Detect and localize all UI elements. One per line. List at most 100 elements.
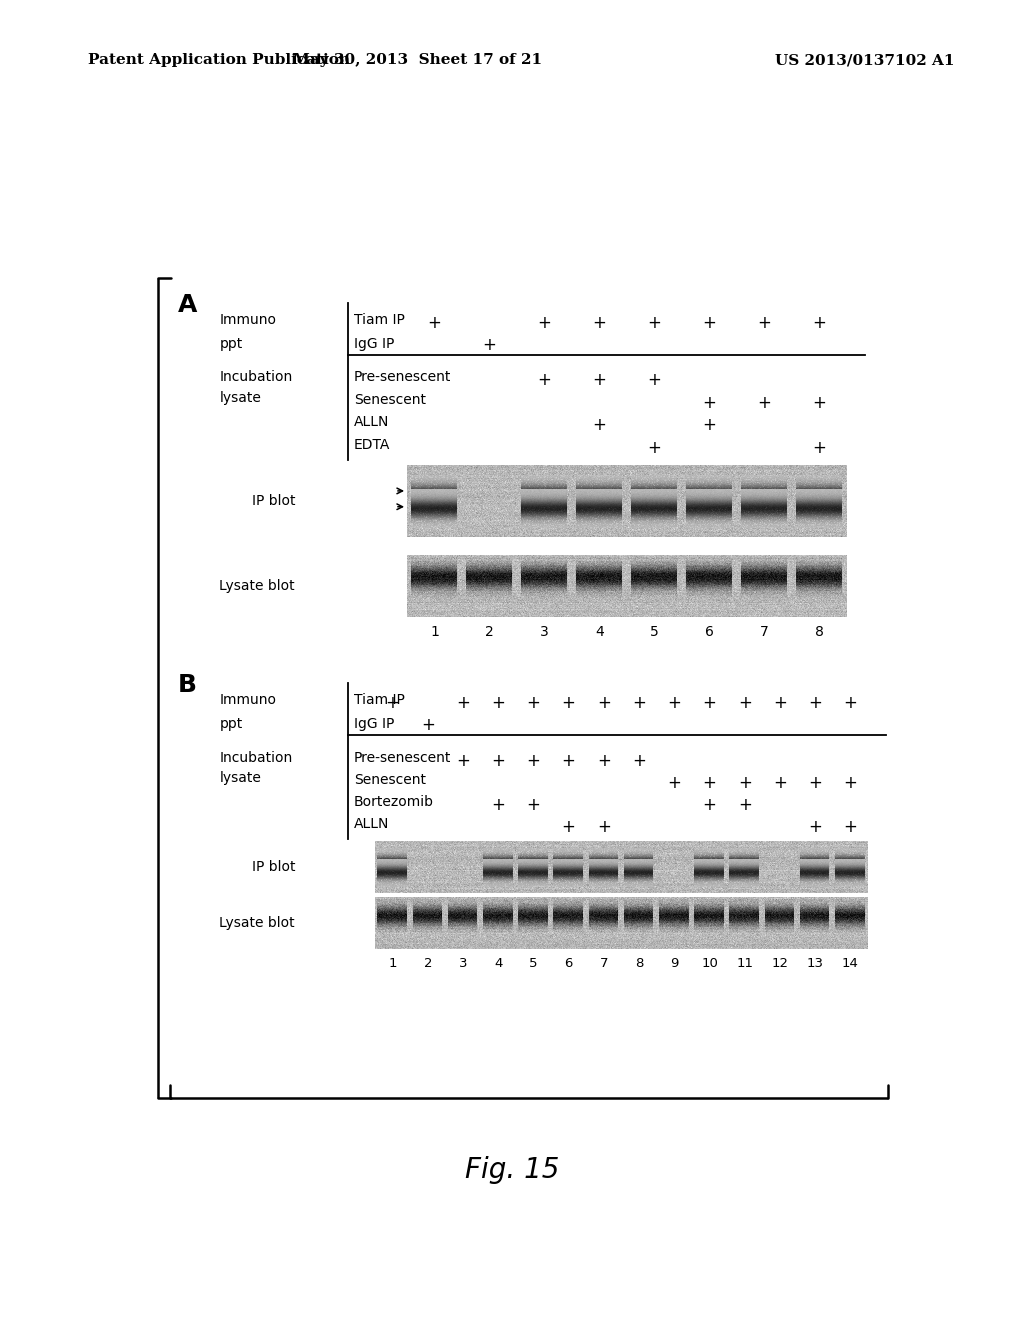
Text: May 30, 2013  Sheet 17 of 21: May 30, 2013 Sheet 17 of 21	[294, 53, 543, 67]
Text: +: +	[773, 694, 786, 711]
Text: 1: 1	[388, 957, 397, 970]
Text: +: +	[492, 694, 505, 711]
Text: +: +	[808, 818, 822, 836]
Text: B: B	[178, 673, 197, 697]
Text: +: +	[386, 694, 399, 711]
Text: 8: 8	[815, 624, 824, 639]
Text: +: +	[421, 715, 435, 734]
Text: +: +	[597, 818, 611, 836]
Text: +: +	[526, 752, 541, 770]
Text: 4: 4	[494, 957, 503, 970]
Text: Senescent: Senescent	[354, 393, 426, 407]
Text: +: +	[562, 694, 575, 711]
Text: 7: 7	[760, 624, 769, 639]
Text: IgG IP: IgG IP	[354, 337, 394, 351]
Text: 2: 2	[485, 624, 494, 639]
Text: 9: 9	[670, 957, 679, 970]
Text: Lysate blot: Lysate blot	[219, 579, 295, 593]
Text: +: +	[562, 818, 575, 836]
Text: +: +	[844, 694, 857, 711]
Text: lysate: lysate	[220, 771, 262, 785]
Text: EDTA: EDTA	[354, 438, 390, 451]
Text: 3: 3	[540, 624, 549, 639]
Text: +: +	[758, 393, 771, 412]
Text: Immuno: Immuno	[220, 313, 278, 327]
Text: lysate: lysate	[220, 391, 262, 405]
Text: +: +	[456, 694, 470, 711]
Text: +: +	[456, 752, 470, 770]
Text: +: +	[738, 694, 752, 711]
Text: +: +	[647, 314, 662, 333]
Text: +: +	[428, 314, 441, 333]
Text: 8: 8	[635, 957, 643, 970]
Text: +: +	[773, 774, 786, 792]
Text: 10: 10	[701, 957, 718, 970]
Text: +: +	[758, 314, 771, 333]
Text: +: +	[738, 774, 752, 792]
Text: Immuno: Immuno	[220, 693, 278, 708]
Text: Tiam IP: Tiam IP	[354, 693, 404, 708]
Text: +: +	[632, 752, 646, 770]
Text: 4: 4	[595, 624, 604, 639]
Text: 3: 3	[459, 957, 467, 970]
Text: +: +	[844, 818, 857, 836]
Text: 6: 6	[706, 624, 714, 639]
Text: US 2013/0137102 A1: US 2013/0137102 A1	[775, 53, 954, 67]
Text: Incubation: Incubation	[220, 751, 293, 766]
Text: 13: 13	[807, 957, 823, 970]
Text: 12: 12	[771, 957, 788, 970]
Text: Pre-senescent: Pre-senescent	[354, 751, 452, 766]
Text: +: +	[597, 752, 611, 770]
Text: +: +	[844, 774, 857, 792]
Text: +: +	[593, 371, 606, 389]
Text: Bortezomib: Bortezomib	[354, 795, 434, 809]
Text: 5: 5	[650, 624, 658, 639]
Text: +: +	[647, 371, 662, 389]
Text: +: +	[813, 393, 826, 412]
Text: +: +	[813, 314, 826, 333]
Text: Fig. 15: Fig. 15	[465, 1156, 559, 1184]
Text: +: +	[562, 752, 575, 770]
Text: 7: 7	[600, 957, 608, 970]
Text: +: +	[668, 694, 681, 711]
Text: ALLN: ALLN	[354, 817, 389, 832]
Text: +: +	[702, 694, 717, 711]
Text: +: +	[702, 393, 717, 412]
Text: 1: 1	[430, 624, 439, 639]
Text: IP blot: IP blot	[252, 861, 295, 874]
Text: +: +	[538, 314, 552, 333]
Text: +: +	[492, 752, 505, 770]
Text: Incubation: Incubation	[220, 370, 293, 384]
Text: +: +	[538, 371, 552, 389]
Text: +: +	[482, 337, 497, 354]
Text: 14: 14	[842, 957, 859, 970]
Text: +: +	[668, 774, 681, 792]
Text: ALLN: ALLN	[354, 414, 389, 429]
Text: IP blot: IP blot	[252, 494, 295, 508]
Text: ppt: ppt	[220, 717, 244, 731]
Text: 5: 5	[529, 957, 538, 970]
Text: +: +	[593, 416, 606, 434]
Text: +: +	[702, 314, 717, 333]
Text: +: +	[813, 440, 826, 457]
Text: +: +	[632, 694, 646, 711]
Text: Pre-senescent: Pre-senescent	[354, 370, 452, 384]
Text: +: +	[526, 796, 541, 814]
Text: +: +	[702, 774, 717, 792]
Text: +: +	[593, 314, 606, 333]
Text: A: A	[178, 293, 198, 317]
Text: IgG IP: IgG IP	[354, 717, 394, 731]
Text: Patent Application Publication: Patent Application Publication	[88, 53, 350, 67]
Text: +: +	[597, 694, 611, 711]
Text: Lysate blot: Lysate blot	[219, 916, 295, 931]
Text: Tiam IP: Tiam IP	[354, 313, 404, 327]
Text: Senescent: Senescent	[354, 774, 426, 787]
Text: +: +	[647, 440, 662, 457]
Text: +: +	[808, 774, 822, 792]
Text: 11: 11	[736, 957, 754, 970]
Text: ppt: ppt	[220, 337, 244, 351]
Text: 2: 2	[424, 957, 432, 970]
Text: 6: 6	[564, 957, 572, 970]
Text: +: +	[808, 694, 822, 711]
Text: +: +	[702, 416, 717, 434]
